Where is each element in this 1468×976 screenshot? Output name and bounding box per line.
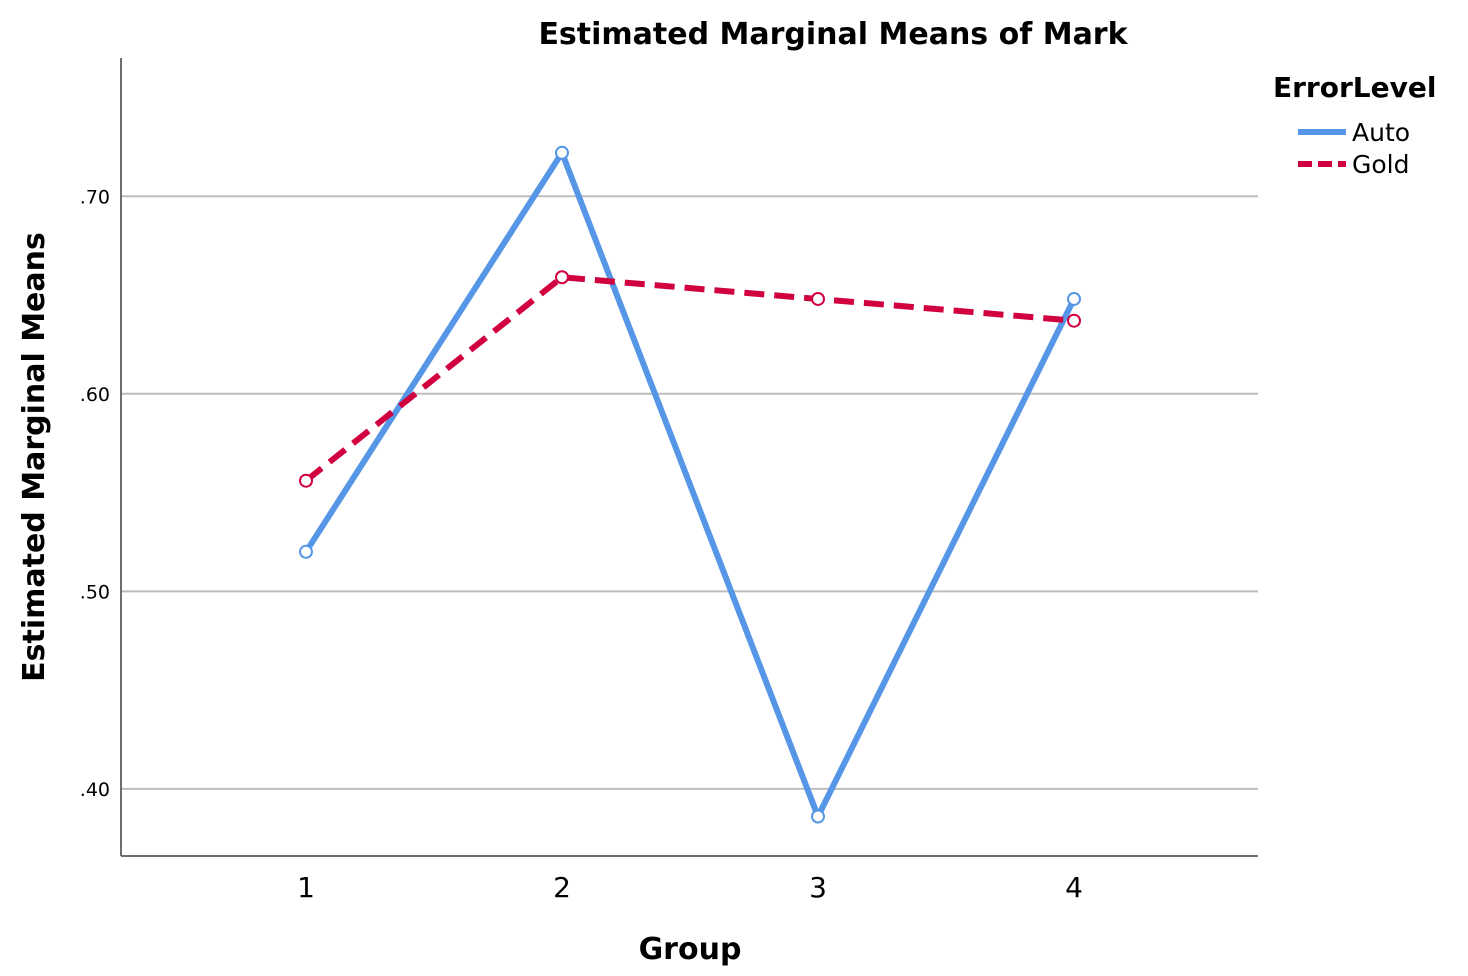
x-tick-label: 4 bbox=[1065, 871, 1083, 904]
legend-item-gold: Gold bbox=[1298, 150, 1409, 179]
data-point-gold bbox=[811, 291, 825, 306]
x-axis-title: Group bbox=[639, 932, 742, 967]
data-point-auto bbox=[555, 145, 569, 160]
y-tick-labels: .40 .50 .60 .70 bbox=[80, 186, 110, 801]
y-tick-label: .50 bbox=[80, 581, 110, 603]
gridlines bbox=[121, 195, 1258, 790]
data-point-auto bbox=[811, 809, 825, 824]
series-line-gold bbox=[304, 274, 1075, 484]
legend-label: Auto bbox=[1352, 118, 1410, 147]
y-axis-title: Estimated Marginal Means bbox=[17, 232, 52, 682]
data-point-gold bbox=[299, 473, 313, 488]
series-auto bbox=[299, 145, 1081, 824]
x-tick-label: 3 bbox=[809, 871, 827, 904]
x-tick-label: 2 bbox=[553, 871, 571, 904]
legend: ErrorLevel Auto Gold bbox=[1273, 71, 1436, 179]
y-tick-label: .60 bbox=[80, 384, 110, 406]
series-line-auto bbox=[303, 146, 1077, 824]
legend-item-auto: Auto bbox=[1298, 118, 1410, 147]
x-tick-label: 1 bbox=[297, 871, 315, 904]
legend-items: Auto Gold bbox=[1298, 118, 1410, 179]
series bbox=[299, 145, 1081, 824]
data-point-gold bbox=[1067, 313, 1081, 328]
legend-label: Gold bbox=[1352, 150, 1409, 179]
legend-title: ErrorLevel bbox=[1273, 71, 1436, 104]
y-tick-label: .70 bbox=[80, 186, 110, 208]
data-point-gold bbox=[555, 270, 569, 285]
y-tick-label: .40 bbox=[80, 779, 110, 801]
x-tick-labels: 1 2 3 4 bbox=[297, 871, 1083, 904]
series-gold bbox=[299, 270, 1081, 488]
data-point-auto bbox=[1067, 291, 1081, 306]
chart-title: Estimated Marginal Means of Mark bbox=[538, 17, 1128, 52]
data-point-auto bbox=[299, 544, 313, 559]
